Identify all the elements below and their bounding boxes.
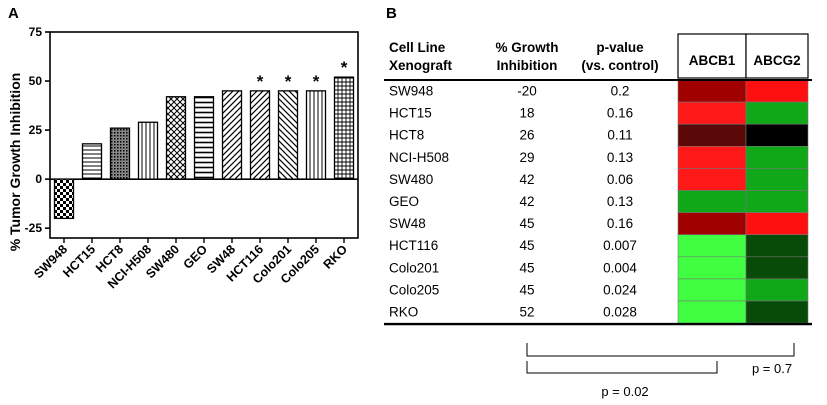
pvalue: 0.11 [607,128,632,143]
cell-line-name: GEO [389,194,419,209]
heatmap-cell-abcb1 [677,146,747,169]
cell-line-name: SW48 [389,216,426,231]
growth-value: 42 [519,172,534,187]
growth-value: 26 [519,128,534,143]
x-tick-label: RKO [321,242,351,272]
bar-chart: -250255075SW948HCT15HCT8NCI-H508SW480GEO… [25,25,359,291]
y-tick-label: 50 [29,74,43,88]
bar [193,96,215,180]
panel-a-label: A [8,5,19,22]
heatmap-cell-abcg2 [745,190,809,213]
heatmap-cell-abcb1 [677,234,747,258]
bracket-abcg2 [526,343,795,357]
bar [81,143,103,180]
bracket-label-abcg2: p = 0.7 [752,361,792,376]
header-abcb1: ABCB1 [689,53,736,68]
growth-value: 29 [519,150,534,165]
heatmap-cell-abcg2 [745,79,809,103]
cell-line-name: NCI-H508 [389,150,449,165]
header-pvalue: p-value [596,40,644,55]
pvalue: 0.007 [603,238,637,253]
pvalue: 0.06 [607,172,633,187]
header-growth: % Growth [496,40,559,55]
pvalue: 0.13 [607,150,633,165]
bar [137,121,159,180]
heatmap-cell-abcb1 [677,123,747,147]
heatmap-cell-abcg2 [745,212,809,236]
bar [221,90,243,180]
significance-star: * [285,72,292,91]
heatmap-cell-abcg2 [745,300,809,324]
heatmap-cell-abcb1 [677,300,747,324]
y-tick-label: -25 [25,221,43,235]
header-box-abcg2 [745,33,809,79]
bracket-label-abcb1: p = 0.02 [601,384,648,399]
growth-value: 52 [519,305,534,320]
heatmap-cell-abcb1 [677,256,747,280]
heatmap-cell-abcg2 [745,256,809,280]
heatmap-cell-abcb1 [677,168,747,191]
header-abcg2: ABCG2 [753,53,800,68]
growth-value: 42 [519,194,534,209]
heatmap-cell-abcg2 [745,123,809,147]
pvalue: 0.004 [603,260,637,275]
y-tick-label: 0 [35,172,42,186]
cell-line-name: HCT8 [389,128,424,143]
growth-value: -20 [517,84,537,99]
header-xenograft: Xenograft [389,58,453,73]
pvalue: 0.16 [607,106,633,121]
pvalue: 0.2 [611,84,630,99]
bar [277,90,299,180]
bar [53,178,75,220]
significance-star: * [341,58,348,77]
panel-b-label: B [386,5,397,22]
growth-value: 18 [519,106,534,121]
heatmap-cell-abcg2 [745,234,809,258]
pvalue: 0.024 [603,282,637,297]
bar [109,127,131,180]
heatmap-cell-abcb1 [677,212,747,236]
cell-line-name: HCT116 [389,238,438,253]
growth-value: 45 [519,260,534,275]
heatmap-cell-abcg2 [745,278,809,302]
significance-star: * [257,72,264,91]
cell-line-name: HCT15 [389,106,432,121]
heatmap-cell-abcb1 [677,101,747,125]
growth-value: 45 [519,282,534,297]
header-cell-line: Cell Line [389,40,446,55]
significance-star: * [313,72,320,91]
x-tick-label: HCT15 [60,242,98,280]
heatmap-cell-abcg2 [745,101,809,125]
y-axis-label: % Tumor Growth Inhibition [7,73,23,252]
growth-value: 45 [519,238,534,253]
cell-line-name: Colo201 [389,260,439,275]
cell-line-name: SW948 [389,84,433,99]
bar [333,76,355,180]
bar [249,90,271,180]
heatmap-cell-abcb1 [677,278,747,302]
heatmap-cell-abcb1 [677,79,747,103]
pvalue: 0.028 [603,305,637,320]
heatmap-cell-abcg2 [745,168,809,191]
bar [305,90,327,180]
header-box-abcb1 [677,33,747,79]
bracket-abcb1 [526,361,718,374]
heatmap-cell-abcg2 [745,146,809,169]
bar [165,96,187,180]
header-inhibition: Inhibition [497,58,558,73]
heatmap-cell-abcb1 [677,190,747,213]
cell-line-name: Colo205 [389,282,439,297]
pvalue: 0.13 [607,194,633,209]
growth-value: 45 [519,216,534,231]
header-vs-control: (vs. control) [581,58,658,73]
pvalue: 0.16 [607,216,633,231]
cell-line-name: RKO [389,305,418,320]
expression-table: Cell Line Xenograft % Growth Inhibition p-va… [384,33,812,399]
y-tick-label: 25 [29,123,43,137]
y-tick-label: 75 [29,25,43,39]
cell-line-name: SW480 [389,172,433,187]
